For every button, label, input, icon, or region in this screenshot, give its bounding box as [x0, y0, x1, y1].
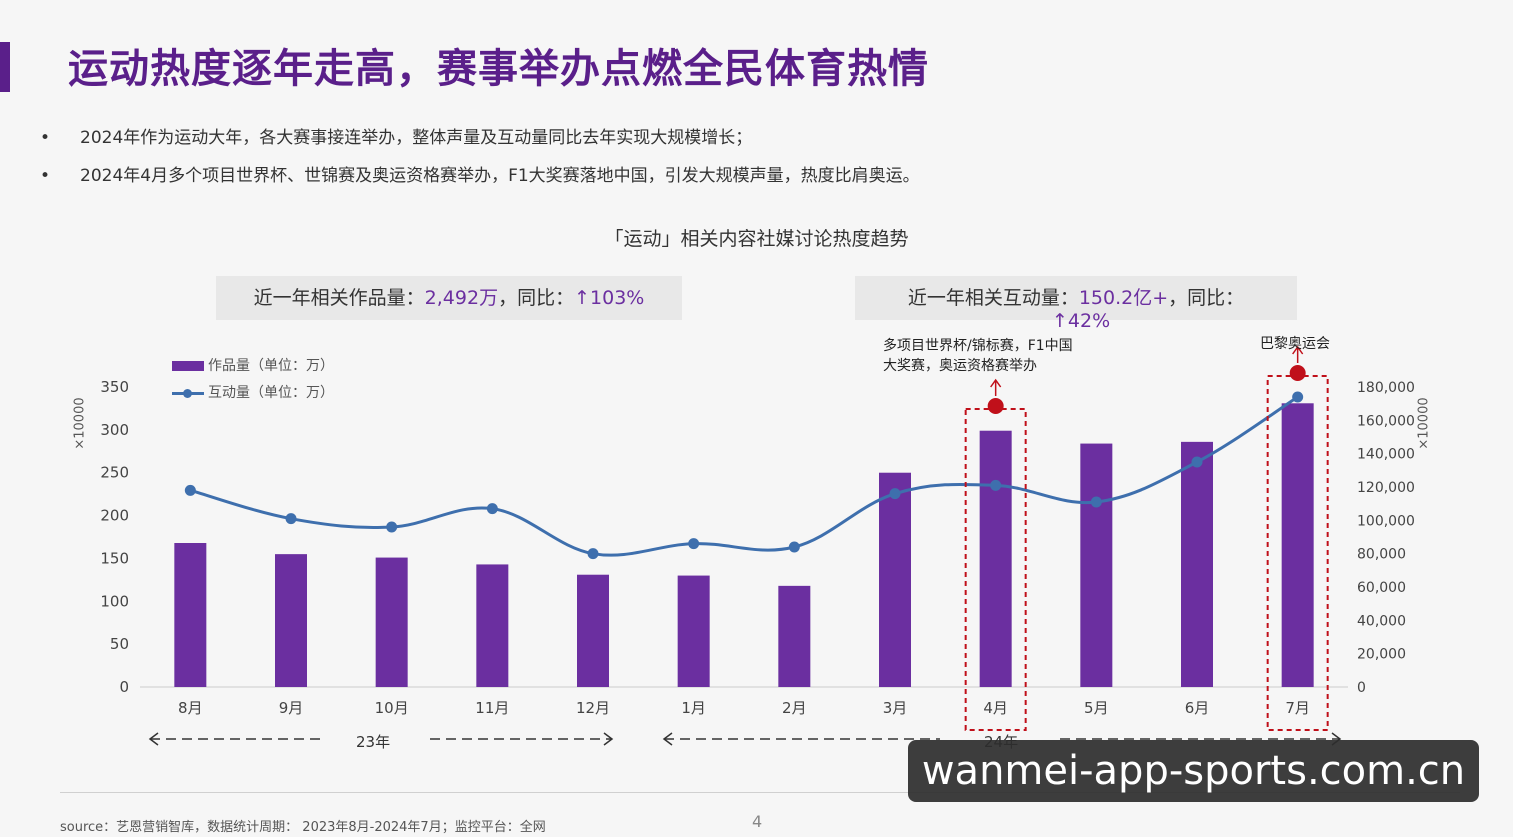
y-left-tick-label: 0 — [119, 678, 129, 696]
legend-label: 作品量（单位：万） — [208, 358, 334, 374]
annotation-july: 巴黎奥运会 — [1260, 336, 1330, 352]
bar-works — [375, 557, 408, 687]
annotation-line: 多项目世界杯/锦标赛，F1中国 — [883, 338, 1073, 354]
y-right-tick-label: 80,000 — [1357, 547, 1406, 563]
x-tick-label: 4月 — [983, 699, 1008, 717]
line-interactions — [189, 395, 1299, 557]
y-left-tick-label: 300 — [100, 421, 129, 439]
point-interactions — [688, 538, 700, 550]
highlight-arrowhead — [1292, 345, 1304, 355]
highlight-marker — [1289, 365, 1306, 381]
stat-value: 150.2亿+ — [1078, 287, 1169, 309]
chart-title: 「运动」相关内容社媒讨论热度趋势 — [604, 228, 909, 250]
stat-sep: ，同比： — [1168, 287, 1245, 309]
point-interactions — [889, 488, 901, 500]
annotation-april: 多项目世界杯/锦标赛，F1中国 大奖赛，奥运资格赛举办 — [883, 336, 1073, 376]
stat-sep: ，同比： — [498, 287, 575, 309]
stat-box-interactions: 近一年相关互动量：150.2亿+，同比： — [855, 276, 1297, 320]
bullet-dot: • — [40, 128, 51, 148]
bar-works — [778, 585, 811, 687]
bar-works — [476, 564, 509, 687]
point-interactions — [486, 503, 498, 515]
y-right-tick-label: 180,000 — [1357, 380, 1415, 396]
footer-divider — [60, 792, 1460, 793]
y-right-tick-label: 140,000 — [1357, 447, 1415, 463]
point-interactions — [184, 484, 196, 496]
point-interactions — [1292, 391, 1304, 403]
bar-works — [1080, 443, 1113, 687]
point-interactions — [1191, 456, 1203, 468]
y-right-tick-label: 100,000 — [1357, 513, 1415, 529]
bullet-text: 2024年作为运动大年，各大赛事接连举办，整体声量及互动量同比去年实现大规模增长… — [80, 128, 753, 148]
y-left-tick-label: 250 — [100, 464, 129, 482]
bar-works — [979, 430, 1012, 687]
y-left-tick-label: 50 — [110, 635, 129, 653]
x-tick-label: 10月 — [375, 699, 409, 717]
point-interactions — [1090, 496, 1102, 508]
y-right-tick-label: 20,000 — [1357, 647, 1406, 663]
highlight-arrowhead — [990, 378, 1002, 388]
x-tick-label: 2月 — [782, 699, 807, 717]
legend-label: 互动量（单位：万） — [208, 385, 334, 401]
page-title: 运动热度逐年走高，赛事举办点燃全民体育热情 — [68, 46, 929, 92]
x-tick-label: 8月 — [178, 699, 203, 717]
point-interactions — [587, 548, 599, 560]
title-accent-bar — [0, 42, 10, 92]
y-right-tick-label: 120,000 — [1357, 480, 1415, 496]
x-tick-label: 3月 — [883, 699, 908, 717]
legend-swatch-bar — [172, 361, 204, 371]
bar-works — [577, 574, 609, 687]
y-right-tick-label: 0 — [1357, 680, 1366, 696]
bar-works — [879, 472, 911, 687]
y-left-tick-label: 350 — [100, 378, 129, 396]
bar-works — [174, 543, 207, 687]
x-tick-label: 7月 — [1285, 699, 1310, 717]
period-arrow-2023-left-head — [148, 732, 159, 746]
y-left-tick-label: 150 — [100, 549, 129, 567]
annotation-line: 大奖赛，奥运资格赛举办 — [883, 358, 1037, 374]
bullet-text: 2024年4月多个项目世界杯、世锦赛及奥运资格赛举办，F1大奖赛落地中国，引发大… — [80, 166, 920, 186]
bar-works — [1181, 441, 1213, 687]
stat-box-works: 近一年相关作品量：2,492万，同比：↑103% — [216, 276, 682, 320]
bar-works — [677, 575, 710, 687]
point-interactions — [285, 513, 297, 525]
bar-works — [275, 554, 307, 687]
bullet-dot: • — [40, 166, 51, 186]
stat-growth-interactions: ↑42% — [1052, 310, 1111, 332]
watermark: wanmei-app-sports.com.cn — [908, 740, 1479, 802]
y-right-tick-label: 60,000 — [1357, 580, 1406, 596]
legend-swatch-line — [172, 389, 204, 398]
period-label-2023: 23年 — [356, 733, 391, 751]
point-interactions — [788, 541, 800, 553]
x-tick-label: 11月 — [475, 699, 509, 717]
stat-label: 近一年相关互动量： — [907, 287, 1079, 309]
y-left-tick-label: 100 — [100, 592, 129, 610]
stat-growth: ↑103% — [574, 287, 645, 309]
bar-works — [1281, 403, 1314, 687]
source-note: source：艺恩营销智库，数据统计周期： 2023年8月-2024年7月；监控… — [60, 820, 546, 835]
x-tick-label: 5月 — [1084, 699, 1109, 717]
point-interactions — [386, 521, 398, 533]
x-tick-label: 9月 — [279, 699, 304, 717]
stat-label: 近一年相关作品量： — [253, 287, 425, 309]
y-right-tick-label: 40,000 — [1357, 613, 1406, 629]
x-tick-label: 12月 — [576, 699, 610, 717]
y-right-tick-label: 160,000 — [1357, 413, 1415, 429]
stat-value: 2,492万 — [424, 287, 499, 309]
y-left-tick-label: 200 — [100, 507, 129, 525]
period-arrow-2023-right-head — [603, 732, 614, 746]
x-tick-label: 1月 — [681, 699, 706, 717]
highlight-marker — [987, 398, 1004, 414]
x-tick-label: 6月 — [1185, 699, 1210, 717]
page-number: 4 — [752, 812, 763, 831]
point-interactions — [990, 479, 1002, 491]
period-arrow-2024-left-head — [662, 732, 673, 746]
